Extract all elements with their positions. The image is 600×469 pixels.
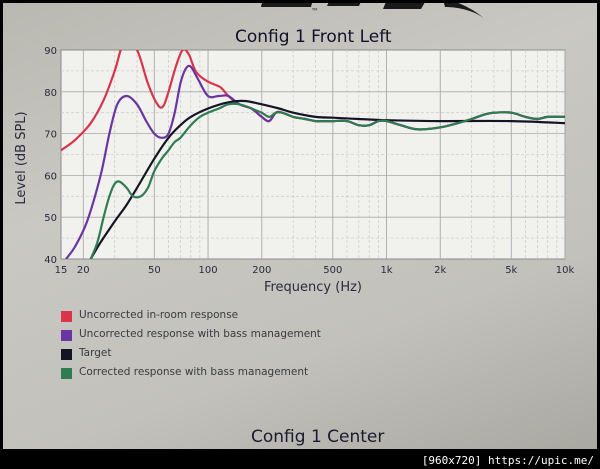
legend-swatch	[61, 349, 72, 360]
brand-logo	[261, 3, 485, 19]
legend-label: Target	[79, 347, 112, 359]
y-axis-label: Level (dB SPL)	[14, 111, 29, 204]
x-tick-label: 2k	[434, 265, 446, 276]
y-tick-label: 70	[44, 130, 57, 141]
legend-label: Corrected response with bass management	[79, 366, 309, 378]
x-tick-label: 20	[77, 265, 90, 276]
trademark-symbol: ™	[311, 7, 319, 16]
legend-label: Uncorrected in-room response	[79, 309, 239, 321]
x-tick-label: 100	[199, 265, 218, 276]
x-tick-label: 200	[252, 265, 271, 276]
tick-labels: 15 20 50 100 200 500 1k 2k 5k 10k 40 50 60 70 80 90	[44, 46, 574, 276]
y-tick-label: 90	[44, 46, 57, 57]
series-line-3	[89, 102, 565, 259]
x-tick-label: 500	[323, 265, 342, 276]
next-chart-title: Config 1 Center	[251, 427, 385, 447]
legend-label: Uncorrected response with bass managemen…	[79, 328, 321, 340]
watermark: [960x720] https://upic.me/	[421, 454, 594, 467]
x-tick-label: 15	[55, 265, 68, 276]
legend-swatch	[61, 368, 72, 379]
series-lines	[61, 50, 565, 259]
y-tick-label: 50	[44, 213, 57, 224]
x-axis-label: Frequency (Hz)	[264, 280, 362, 295]
legend-swatch	[61, 330, 72, 341]
photo-frame: ™ Config 1 Front Left 15 20 50 100 200 500 1k 2…	[3, 3, 597, 449]
chart-title: Config 1 Front Left	[235, 27, 392, 47]
x-tick-label: 10k	[556, 265, 575, 276]
x-tick-label: 1k	[380, 265, 392, 276]
y-tick-label: 80	[44, 88, 57, 99]
x-tick-label: 5k	[505, 265, 517, 276]
series-line-2	[89, 99, 565, 259]
frequency-response-chart: 15 20 50 100 200 500 1k 2k 5k 10k 40 50 60 70 80 90 Fre…	[14, 46, 574, 295]
legend-swatch	[61, 311, 72, 322]
x-tick-label: 50	[148, 265, 161, 276]
y-tick-label: 60	[44, 171, 57, 182]
y-tick-label: 40	[44, 255, 57, 266]
